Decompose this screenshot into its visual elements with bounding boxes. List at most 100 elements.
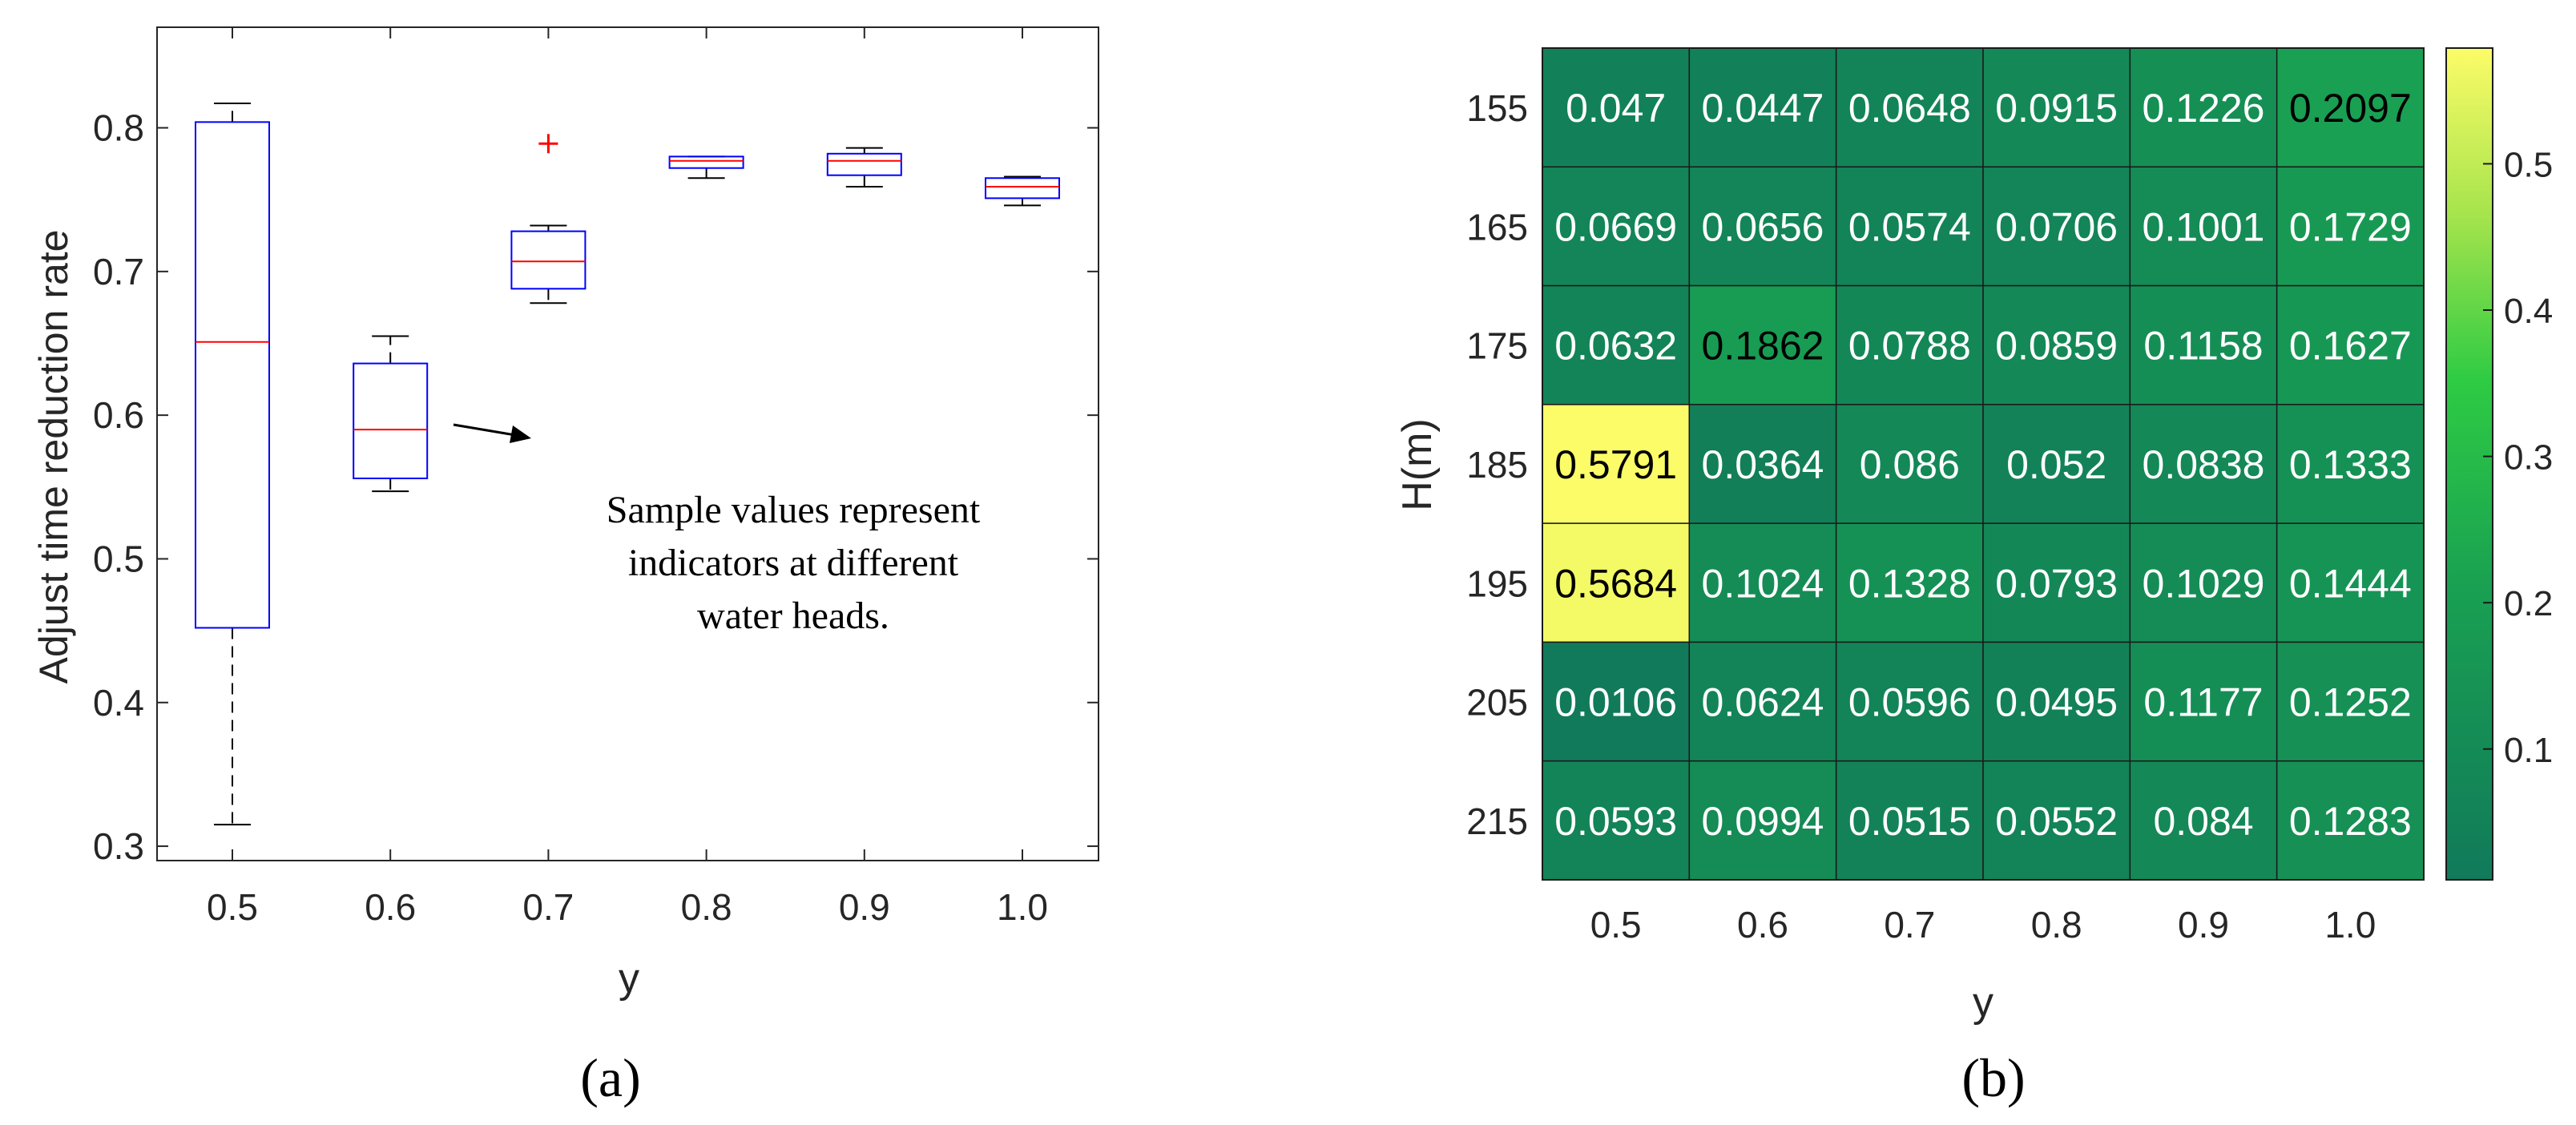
heatmap-cell-value: 0.086 xyxy=(1860,442,1960,487)
heatmap-cell xyxy=(1542,522,1691,643)
heatmap-x-tick-label: 0.9 xyxy=(2178,904,2229,946)
heatmap-cell-value: 0.1226 xyxy=(2143,86,2265,131)
heatmap-cell-value: 0.0859 xyxy=(1995,324,2118,369)
heatmap-cell xyxy=(1982,404,2131,524)
heatmap-cell-value: 0.0656 xyxy=(1702,204,1824,249)
heatmap-panel: 0.047 0.0447 0.0648 0.0915 0.1226 0.2097 0.066… xyxy=(1394,47,2553,1108)
box-body xyxy=(510,230,587,290)
annotation-line-3: water heads. xyxy=(697,595,889,637)
x-tick-label: 0.9 xyxy=(839,886,890,928)
heatmap-cell-value: 0.1158 xyxy=(2143,324,2263,369)
colorbar-tick-label: 0.1 xyxy=(2504,731,2553,770)
heatmap-cell xyxy=(2276,404,2425,524)
colorbar xyxy=(2445,47,2493,881)
heatmap-cell-value: 0.0447 xyxy=(1702,86,1824,131)
box-0.7 xyxy=(510,134,587,304)
box-body xyxy=(353,362,429,480)
heatmap-cell-value: 0.0574 xyxy=(1848,204,1971,249)
heatmap-border xyxy=(1542,47,2425,881)
boxplot-x-axis-label: y xyxy=(619,955,639,1002)
heatmap-cell-value: 0.1177 xyxy=(2143,680,2263,725)
heatmap-cell-value: 0.0515 xyxy=(1848,799,1971,844)
heatmap-cell xyxy=(1688,522,1837,643)
y-tick-label: 0.5 xyxy=(93,538,144,579)
heatmap-cell-value: 0.0669 xyxy=(1554,204,1677,249)
heatmap-cell xyxy=(1688,760,1837,881)
heatmap-cell-value: 0.1729 xyxy=(2289,204,2412,249)
boxplot-y-ticks: 0.3 0.4 0.5 0.6 0.7 0.8 xyxy=(93,107,1099,867)
heatmap-cell-value: 0.1024 xyxy=(1702,561,1824,606)
heatmap-cell-value: 0.084 xyxy=(2153,799,2253,844)
heatmap-cell-value: 0.1029 xyxy=(2143,561,2265,606)
heatmap-cell xyxy=(1835,641,1984,762)
heatmap-cell-value: 0.0915 xyxy=(1995,86,2118,131)
heatmap-cell-value: 0.0106 xyxy=(1554,680,1677,725)
heatmap-y-tick-label: 155 xyxy=(1466,87,1528,129)
heatmap-cell-value: 0.0596 xyxy=(1848,680,1971,725)
heatmap-cell xyxy=(1688,284,1837,405)
heatmap-cell-value: 0.0838 xyxy=(2143,442,2265,487)
colorbar-tick-label: 0.2 xyxy=(2504,584,2553,623)
heatmap-cell-value: 0.0624 xyxy=(1702,680,1824,725)
x-tick-label: 0.6 xyxy=(365,886,416,928)
heatmap-y-tick-label: 195 xyxy=(1466,562,1528,604)
heatmap-cell-value: 0.1328 xyxy=(1848,561,1971,606)
heatmap-cell xyxy=(1542,284,1691,405)
heatmap-x-tick-label: 0.6 xyxy=(1737,904,1788,946)
heatmap-cell-value: 0.1252 xyxy=(2289,680,2412,725)
outlier-marker xyxy=(538,134,558,154)
x-tick-label: 1.0 xyxy=(997,886,1048,928)
heatmap-cell-value: 0.0552 xyxy=(1995,799,2118,844)
heatmap-cell xyxy=(1688,166,1837,287)
heatmap-cell-value: 0.1001 xyxy=(2143,204,2265,249)
heatmap-cell-value: 0.0648 xyxy=(1848,86,1971,131)
heatmap-cell-value: 0.0495 xyxy=(1995,680,2118,725)
annotation-line-2: indicators at different xyxy=(628,542,959,584)
box-0.9 xyxy=(826,147,902,188)
heatmap-cell-value: 0.5684 xyxy=(1554,561,1677,606)
heatmap-cell-value: 0.1333 xyxy=(2289,442,2412,487)
heatmap-y-tick-label: 215 xyxy=(1466,800,1528,842)
heatmap-cell-value: 0.047 xyxy=(1566,86,1666,131)
heatmap-cell xyxy=(2129,284,2278,405)
y-tick-label: 0.3 xyxy=(93,825,144,867)
heatmap-y-axis-label: H(m) xyxy=(1394,418,1441,511)
heatmap-x-tick-label: 0.7 xyxy=(1884,904,1935,946)
heatmap-cell-value: 0.0793 xyxy=(1995,561,2118,606)
panel-label-a: (a) xyxy=(580,1047,640,1108)
boxplot-plot-area xyxy=(156,26,1099,861)
heatmap-cell xyxy=(1542,404,1691,524)
heatmap-cell xyxy=(1982,522,2131,643)
heatmap-cell xyxy=(1982,641,2131,762)
x-tick-label: 0.8 xyxy=(681,886,732,928)
heatmap-cell-value: 0.0788 xyxy=(1848,324,1971,369)
boxplot-boxes xyxy=(195,103,1060,826)
box-body xyxy=(668,155,744,169)
heatmap-cell xyxy=(1835,522,1984,643)
heatmap-cell xyxy=(2129,47,2278,168)
heatmap-cell-value: 0.1627 xyxy=(2289,324,2412,369)
heatmap-x-axis-label: y xyxy=(1973,979,1993,1026)
colorbar-tick-label: 0.3 xyxy=(2504,438,2553,478)
heatmap-y-tick-label: 175 xyxy=(1466,325,1528,367)
heatmap-cell-value: 0.1862 xyxy=(1702,324,1824,369)
heatmap-y-tick-labels: 155 165 175 185 195 205 215 xyxy=(1466,87,1528,842)
heatmap-cells: 0.047 0.0447 0.0648 0.0915 0.1226 0.2097 0.066… xyxy=(1542,47,2425,881)
heatmap-cell-value: 0.2097 xyxy=(2289,86,2412,131)
heatmap-cell xyxy=(1688,641,1837,762)
annotation-line-1: Sample values represent xyxy=(607,489,981,531)
box-1.0 xyxy=(985,175,1060,207)
heatmap-cell xyxy=(2276,641,2425,762)
y-tick-label: 0.6 xyxy=(93,394,144,436)
heatmap-cell xyxy=(1688,404,1837,524)
heatmap-cell-value: 0.0632 xyxy=(1554,324,1677,369)
heatmap-cell xyxy=(2276,522,2425,643)
box-body xyxy=(826,152,902,176)
box-0.8 xyxy=(668,155,744,179)
heatmap-cell xyxy=(1542,641,1691,762)
heatmap-cell-value: 0.052 xyxy=(2006,442,2106,487)
heatmap-cell xyxy=(1982,284,2131,405)
boxplot-panel: 0.30.40.50.60.70.8 0.5 0.6 0.7 0.8 0.9 1.0 y … xyxy=(31,26,1099,1108)
box-0.5 xyxy=(195,103,270,826)
